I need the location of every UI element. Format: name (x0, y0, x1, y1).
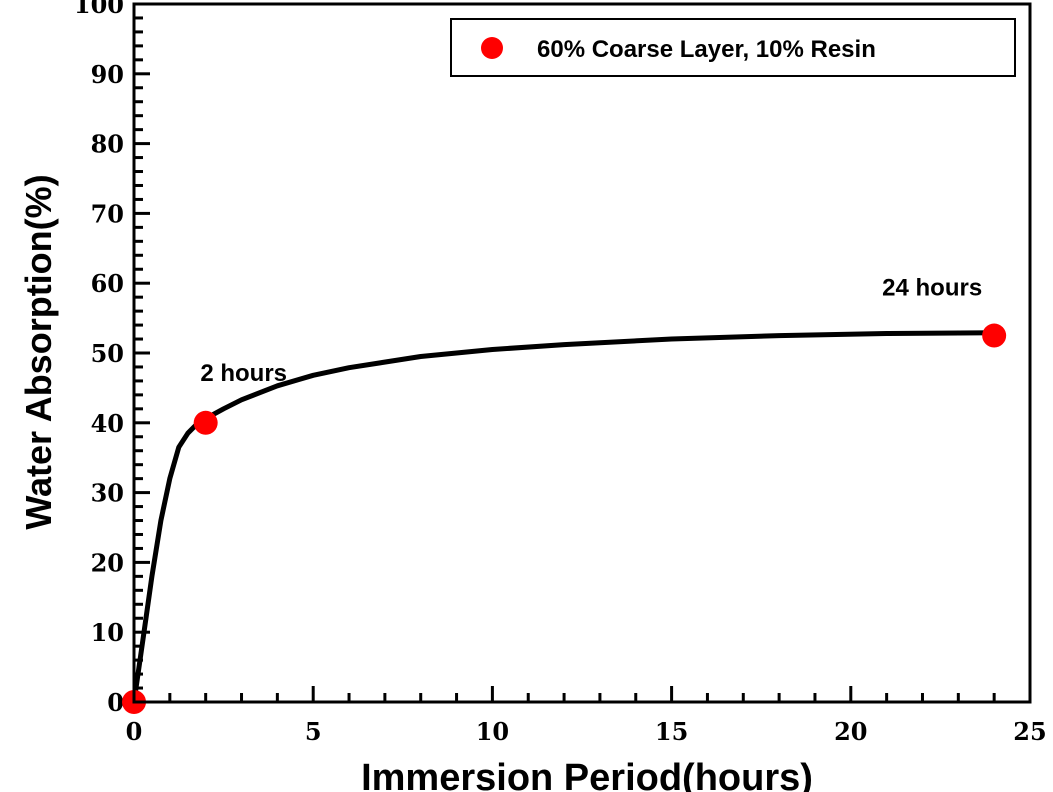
data-point (982, 323, 1007, 348)
annotation-label: 24 hours (882, 275, 982, 302)
y-tick-label: 70 (91, 199, 124, 228)
x-tick-label: 0 (126, 717, 143, 746)
y-tick-label: 40 (91, 409, 124, 438)
x-tick-label: 25 (1013, 717, 1046, 746)
legend: 60% Coarse Layer, 10% Resin (450, 18, 1016, 77)
y-tick-label: 50 (91, 339, 124, 368)
x-axis-title: Immersion Period(hours) (361, 757, 813, 792)
fit-curve-line (131, 330, 997, 705)
y-tick-label: 10 (91, 618, 124, 647)
y-tick-label: 20 (91, 548, 124, 577)
tick-labels-layer: 0 5 10 15 20 25 0 10 20 30 40 50 60 70 80 90 100 (74, 0, 1047, 746)
x-tick-label: 10 (476, 717, 509, 746)
y-axis-title: Water Absorption(%) (18, 174, 59, 529)
legend-box (450, 18, 1016, 77)
legend-label: 60% Coarse Layer, 10% Resin (537, 36, 876, 63)
y-tick-label: 30 (91, 479, 124, 508)
x-tick-label: 5 (305, 717, 322, 746)
data-points-layer (122, 323, 1007, 714)
legend-marker (481, 37, 503, 59)
annotations-layer: 2 hours 24 hours (200, 275, 982, 387)
ticks-layer (132, 2, 1032, 704)
y-tick-label: 0 (107, 688, 124, 717)
data-point (193, 410, 218, 435)
y-tick-label: 60 (91, 269, 124, 298)
y-tick-label: 90 (91, 60, 124, 89)
x-tick-label: 15 (655, 717, 688, 746)
annotation-label: 2 hours (200, 360, 287, 387)
y-tick-label: 100 (74, 0, 124, 19)
x-tick-label: 20 (834, 717, 867, 746)
y-tick-label: 80 (91, 130, 124, 159)
plot-frame (132, 2, 1032, 704)
